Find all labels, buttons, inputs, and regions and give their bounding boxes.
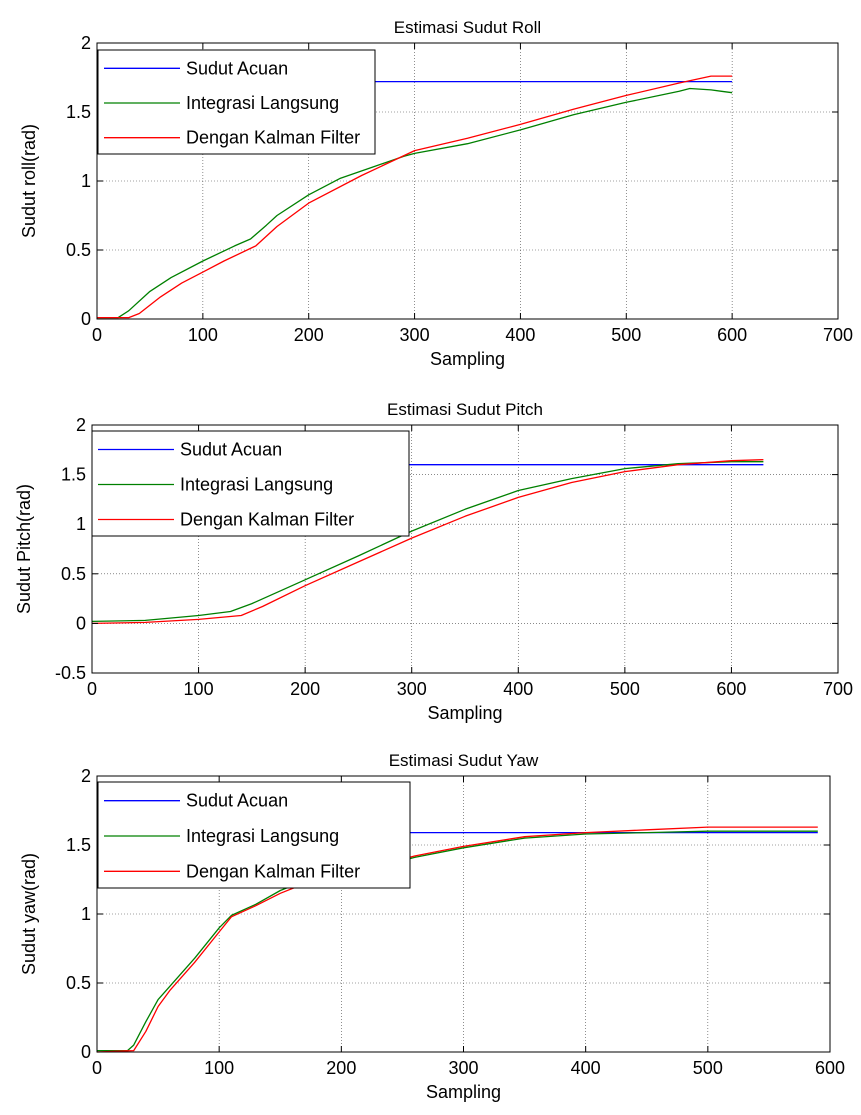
y-tick-label: 1 bbox=[76, 514, 86, 534]
x-tick-label: 100 bbox=[188, 325, 218, 345]
y-tick-label: 2 bbox=[81, 766, 91, 786]
x-tick-label: 700 bbox=[823, 679, 853, 699]
y-tick-label: 1 bbox=[81, 904, 91, 924]
x-tick-label: 300 bbox=[397, 679, 427, 699]
x-tick-label: 500 bbox=[610, 679, 640, 699]
series-line-integrasi-langsung bbox=[97, 830, 818, 1052]
legend: Sudut Acuan Integrasi Langsung Dengan Kalm… bbox=[97, 49, 376, 155]
x-tick-label: 300 bbox=[400, 325, 430, 345]
x-tick-label: 0 bbox=[92, 1058, 102, 1078]
x-tick-label: 500 bbox=[693, 1058, 723, 1078]
y-tick-label: 1.5 bbox=[61, 465, 86, 485]
y-tick-label: 0 bbox=[81, 1042, 91, 1062]
series-line-dengan-kalman-filter bbox=[91, 459, 764, 625]
chart-panel-1: 0 100 200 300 400 500 600 700 0 0.5 1 1.5 2 Estimasi … bbox=[19, 18, 853, 369]
legend: Sudut Acuan Integrasi Langsung Dengan Kalm… bbox=[97, 781, 411, 889]
x-tick-label: 200 bbox=[290, 679, 320, 699]
legend-entry-label: Sudut Acuan bbox=[186, 791, 288, 811]
x-tick-label: 0 bbox=[87, 679, 97, 699]
x-tick-label: 700 bbox=[823, 325, 853, 345]
y-tick-label: 0.5 bbox=[66, 973, 91, 993]
legend-box bbox=[97, 49, 376, 155]
y-tick-label: 2 bbox=[81, 33, 91, 53]
y-axis-label: Sudut yaw(rad) bbox=[19, 853, 39, 975]
y-tick-label: 1 bbox=[81, 171, 91, 191]
x-tick-label: 400 bbox=[571, 1058, 601, 1078]
y-tick-label: 0 bbox=[76, 613, 86, 633]
x-tick-label: 0 bbox=[92, 325, 102, 345]
legend-entry-label: Dengan Kalman Filter bbox=[186, 861, 360, 881]
chart-panel-3: 0 100 200 300 400 500 600 0 0.5 1 1.5 2 Estimasi Sud… bbox=[19, 751, 845, 1102]
chart-title: Estimasi Sudut Yaw bbox=[389, 751, 539, 770]
legend-entry-label: Sudut Acuan bbox=[180, 440, 282, 460]
y-tick-label: 2 bbox=[76, 415, 86, 435]
y-tick-label: 0 bbox=[81, 309, 91, 329]
x-tick-label: 500 bbox=[611, 325, 641, 345]
x-tick-label: 600 bbox=[717, 325, 747, 345]
axes-box bbox=[91, 424, 839, 674]
y-tick-label: 0.5 bbox=[66, 240, 91, 260]
legend-entry-label: Integrasi Langsung bbox=[180, 475, 333, 495]
y-axis-label: Sudut Pitch(rad) bbox=[14, 484, 34, 614]
legend-box bbox=[97, 781, 411, 889]
legend: Sudut Acuan Integrasi Langsung Dengan Kalm… bbox=[91, 430, 410, 537]
y-tick-label: -0.5 bbox=[55, 663, 86, 683]
x-axis-label: Sampling bbox=[426, 1082, 501, 1102]
chart-title: Estimasi Sudut Pitch bbox=[387, 400, 543, 419]
legend-entry-label: Dengan Kalman Filter bbox=[180, 510, 354, 530]
y-tick-label: 1.5 bbox=[66, 102, 91, 122]
x-axis-label: Sampling bbox=[427, 703, 502, 723]
legend-box bbox=[91, 430, 410, 537]
x-tick-label: 600 bbox=[815, 1058, 845, 1078]
x-tick-label: 400 bbox=[503, 679, 533, 699]
x-tick-label: 200 bbox=[294, 325, 324, 345]
x-tick-label: 100 bbox=[204, 1058, 234, 1078]
y-tick-label: 0.5 bbox=[61, 564, 86, 584]
x-tick-label: 300 bbox=[448, 1058, 478, 1078]
y-axis-label: Sudut roll(rad) bbox=[19, 124, 39, 238]
x-axis-label: Sampling bbox=[430, 349, 505, 369]
x-tick-label: 100 bbox=[184, 679, 214, 699]
x-tick-label: 400 bbox=[505, 325, 535, 345]
series-line-dengan-kalman-filter bbox=[97, 75, 733, 319]
chart-title: Estimasi Sudut Roll bbox=[394, 18, 541, 37]
y-tick-label: 1.5 bbox=[66, 835, 91, 855]
chart-panel-2: 0 100 200 300 400 500 600 700-0.500.511.52Estim… bbox=[14, 400, 853, 723]
x-tick-label: 200 bbox=[326, 1058, 356, 1078]
legend-entry-label: Integrasi Langsung bbox=[186, 93, 339, 113]
legend-entry-label: Sudut Acuan bbox=[186, 58, 288, 78]
legend-entry-label: Integrasi Langsung bbox=[186, 826, 339, 846]
legend-entry-label: Dengan Kalman Filter bbox=[186, 128, 360, 148]
x-tick-label: 600 bbox=[716, 679, 746, 699]
series-line-integrasi-langsung bbox=[91, 461, 764, 623]
series-line-integrasi-langsung bbox=[97, 87, 733, 319]
